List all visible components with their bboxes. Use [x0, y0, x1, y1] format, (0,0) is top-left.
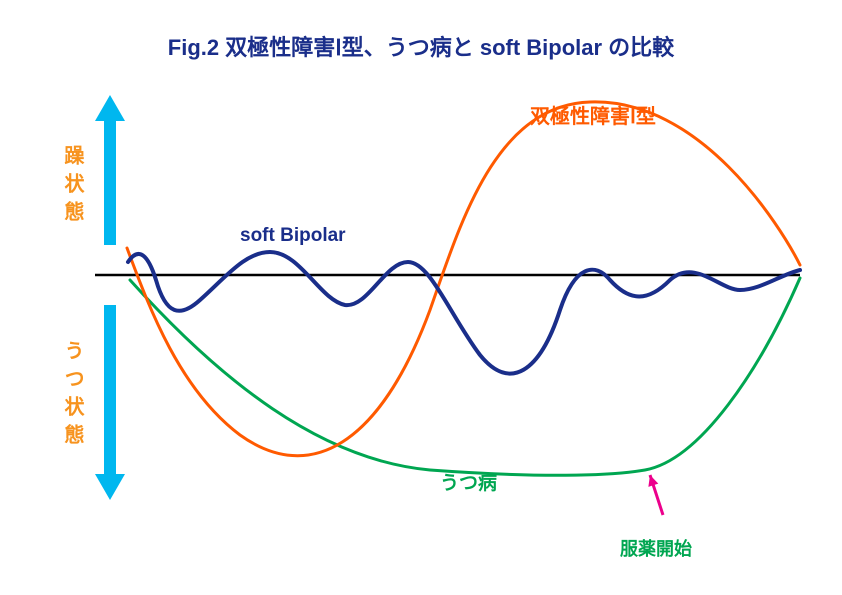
label-soft-bipolar: soft Bipolar	[240, 225, 346, 247]
label-bipolar-i: 双極性障害Ⅰ型	[530, 100, 656, 129]
label-depression: うつ病	[440, 468, 497, 495]
label-medication-start: 服薬開始	[620, 535, 692, 561]
figure-canvas: Fig.2 双極性障害Ⅰ型、うつ病と soft Bipolar の比較 躁状態 …	[0, 0, 842, 595]
chart-svg	[0, 0, 842, 595]
